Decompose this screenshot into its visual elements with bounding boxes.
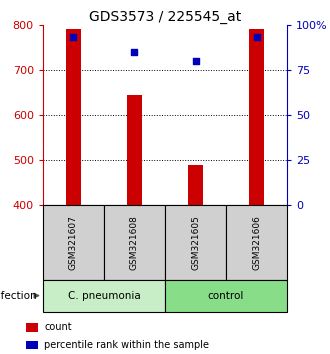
Bar <box>43 280 165 312</box>
Bar <box>66 29 81 205</box>
Text: percentile rank within the sample: percentile rank within the sample <box>44 340 209 350</box>
Text: C. pneumonia: C. pneumonia <box>68 291 140 301</box>
Point <box>132 49 137 55</box>
Text: GSM321606: GSM321606 <box>252 215 261 270</box>
Text: control: control <box>208 291 244 301</box>
Bar <box>26 323 38 332</box>
Point <box>71 35 76 40</box>
Bar <box>226 205 287 280</box>
Bar <box>165 280 287 312</box>
Bar <box>104 205 165 280</box>
Bar <box>43 205 104 280</box>
Title: GDS3573 / 225545_at: GDS3573 / 225545_at <box>89 10 241 24</box>
Bar <box>188 165 203 205</box>
Text: count: count <box>44 322 72 332</box>
Bar <box>165 205 226 280</box>
Bar <box>249 29 264 205</box>
Bar <box>127 95 142 205</box>
Text: GSM321605: GSM321605 <box>191 215 200 270</box>
Text: infection: infection <box>0 291 36 301</box>
Text: GSM321607: GSM321607 <box>69 215 78 270</box>
Point <box>193 58 198 64</box>
Text: GSM321608: GSM321608 <box>130 215 139 270</box>
Point <box>254 35 259 40</box>
Bar <box>26 341 38 349</box>
